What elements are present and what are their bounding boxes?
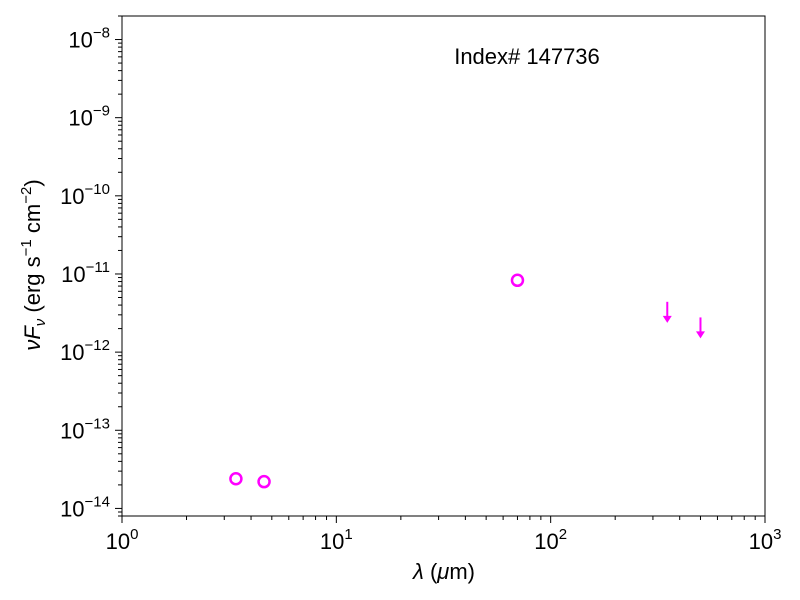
x-tick-label: 100 <box>106 526 139 554</box>
y-tick-label: 10−10 <box>60 181 110 209</box>
x-axis-label: λ (μm) <box>412 559 475 584</box>
data-marks <box>229 273 705 489</box>
detection-point <box>229 471 243 486</box>
y-tick-label: 10−9 <box>68 103 110 131</box>
plot-frame <box>121 15 766 517</box>
upper-limit-marker <box>695 317 705 339</box>
detection-point <box>257 474 271 489</box>
axis-tick-labels: 100 101 102 103 10−14 10−13 10−12 10−11 10−10 10−… <box>60 25 781 554</box>
y-tick-label: 10−8 <box>68 25 110 53</box>
detection-point <box>510 273 525 288</box>
y-tick-label: 10−11 <box>61 259 110 287</box>
x-tick-label: 102 <box>534 526 567 554</box>
y-axis-label: νFν (erg s−1 cm−2) <box>18 179 49 350</box>
x-tick-label: 103 <box>749 526 782 554</box>
upper-limit-arrowhead <box>695 331 705 339</box>
upper-limit-marker <box>662 301 672 323</box>
axis-ticks <box>115 15 766 523</box>
y-tick-label: 10−12 <box>60 337 110 365</box>
annotation-label: Index# 147736 <box>454 44 600 69</box>
upper-limit-arrowhead <box>662 315 672 323</box>
x-tick-label: 101 <box>320 526 353 554</box>
y-tick-label: 10−13 <box>60 415 110 443</box>
y-tick-label: 10−14 <box>60 493 110 521</box>
